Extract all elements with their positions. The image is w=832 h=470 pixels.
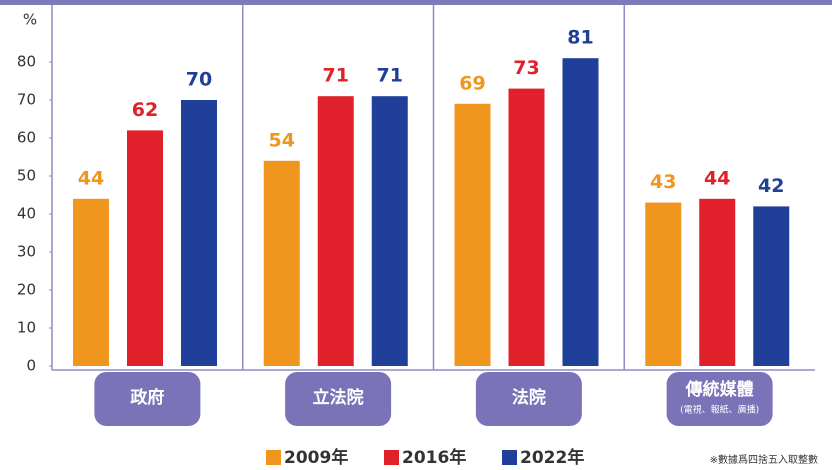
bar — [645, 202, 682, 366]
legend-label: 2009年 — [284, 447, 348, 468]
data-label: 43 — [650, 171, 676, 193]
category-box — [666, 372, 773, 426]
bar — [753, 206, 790, 366]
bar — [508, 88, 545, 366]
x-tick-label: 政府 — [130, 387, 164, 408]
legend-swatch — [384, 450, 399, 465]
y-tick-label: 80 — [17, 53, 36, 71]
legend-label: 2016年 — [402, 447, 466, 468]
data-label: 73 — [513, 57, 539, 79]
x-tick-label: 傳統媒體 — [685, 379, 754, 400]
y-axis-label: % — [23, 11, 37, 29]
category-box — [285, 372, 392, 426]
x-tick-label: 法院 — [512, 387, 546, 408]
data-label: 42 — [758, 175, 784, 197]
category-box — [475, 372, 582, 426]
y-tick-label: 70 — [17, 91, 36, 109]
data-label: 44 — [78, 167, 104, 189]
data-label: 54 — [269, 129, 295, 151]
y-tick-label: 40 — [17, 205, 36, 223]
data-label: 81 — [567, 27, 593, 49]
bar — [454, 103, 491, 367]
note: ※數據爲四捨五入取整數 — [710, 453, 818, 466]
data-label: 70 — [186, 69, 212, 91]
legend-swatch — [502, 450, 517, 465]
x-tick-sublabel: (電視、報紙、廣播) — [680, 404, 759, 416]
category-box — [94, 372, 201, 426]
legend-label: 2022年 — [520, 447, 584, 468]
bar — [317, 96, 354, 366]
x-tick-label: 立法院 — [313, 387, 364, 408]
top-band — [0, 0, 832, 5]
bar — [181, 100, 217, 366]
y-tick-label: 0 — [26, 357, 36, 375]
bar — [562, 58, 599, 366]
y-tick-label: 60 — [17, 129, 36, 147]
bar — [371, 96, 408, 366]
legend-swatch — [266, 450, 281, 465]
data-label: 71 — [323, 65, 349, 87]
bar — [263, 160, 300, 366]
y-tick-label: 20 — [17, 281, 36, 299]
data-label: 71 — [377, 65, 403, 87]
y-tick-label: 50 — [17, 167, 36, 185]
y-tick-label: 10 — [17, 319, 36, 337]
data-label: 62 — [132, 99, 158, 121]
data-label: 44 — [704, 167, 730, 189]
data-label: 69 — [459, 72, 485, 94]
bar — [699, 198, 736, 366]
bar — [127, 130, 163, 366]
bar — [73, 198, 109, 366]
y-tick-label: 30 — [17, 243, 36, 261]
